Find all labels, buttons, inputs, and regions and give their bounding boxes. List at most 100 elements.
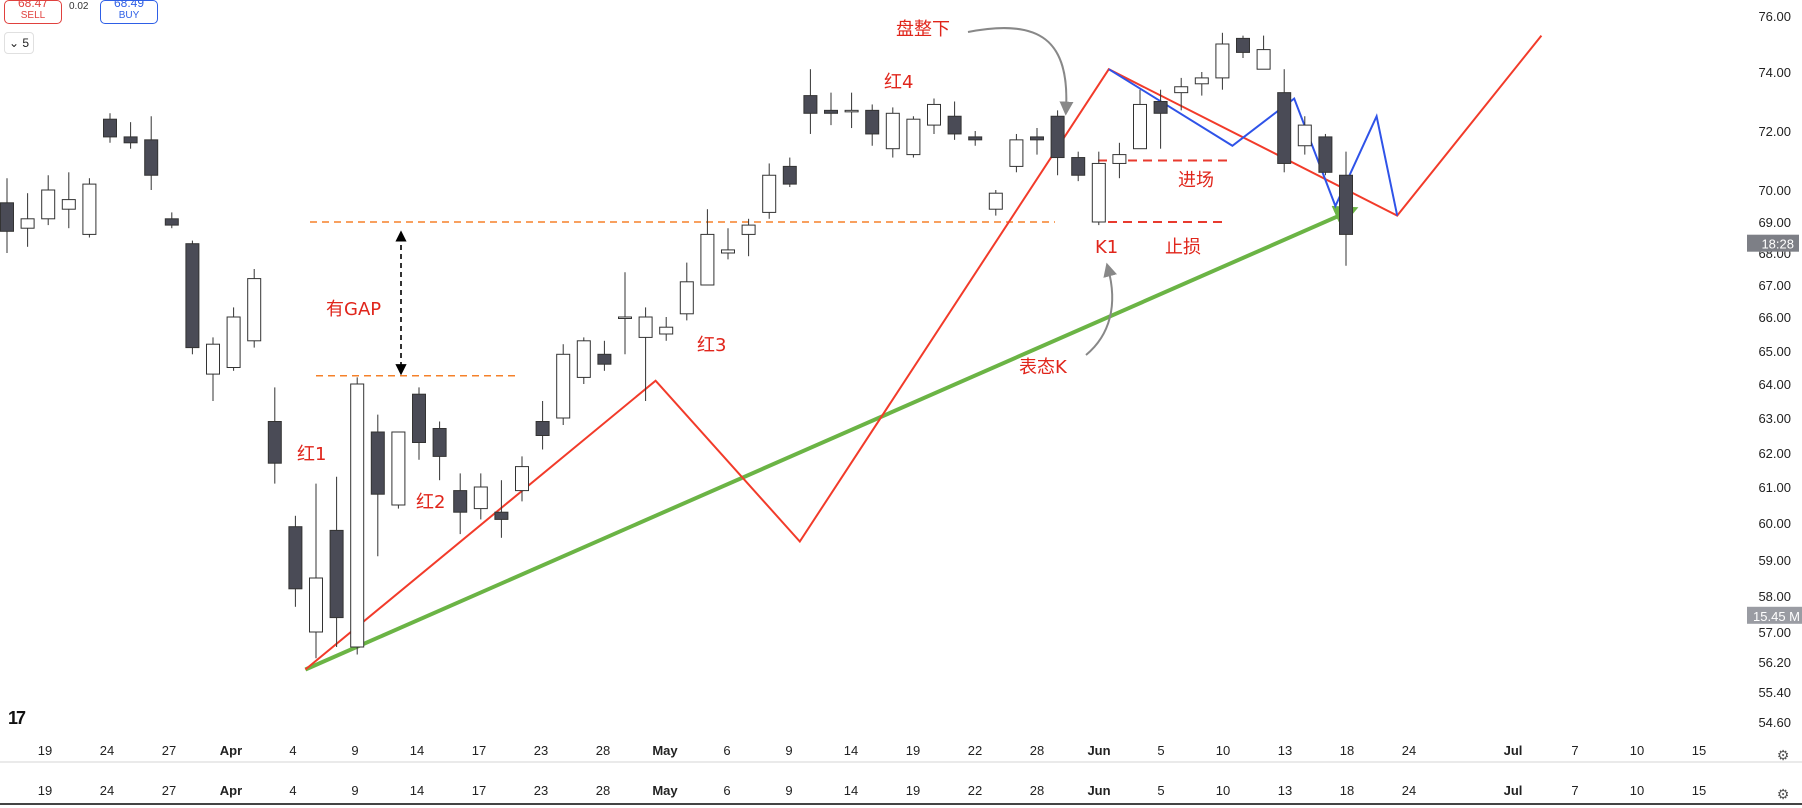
date-tick-label: Jun <box>1087 783 1110 798</box>
candle-body <box>226 316 241 368</box>
price-tick-label: 55.40 <box>1758 685 1791 700</box>
candle <box>1339 151 1353 266</box>
candle-body <box>741 224 756 235</box>
candle-body <box>803 95 818 114</box>
price-tick-label: 57.00 <box>1758 625 1791 640</box>
candle-body <box>103 118 117 138</box>
date-tick-label: 7 <box>1571 783 1578 798</box>
candle-body <box>1236 37 1250 53</box>
candle <box>1215 32 1230 90</box>
price-tick-label: 54.60 <box>1758 715 1791 730</box>
gray-curve-arrow-top <box>967 27 1074 116</box>
date-tick-label: Jul <box>1504 783 1523 798</box>
gear-icon[interactable]: ⚙ <box>1776 787 1790 803</box>
candle-body <box>1091 162 1106 223</box>
candle-body <box>1194 77 1209 85</box>
candle <box>226 307 241 371</box>
candle-body <box>947 115 962 135</box>
price-tick-label: 58.00 <box>1758 589 1791 604</box>
candle <box>1009 133 1024 173</box>
candle <box>1174 77 1189 111</box>
date-tick-label: 28 <box>1030 743 1044 758</box>
date-tick-label: 13 <box>1278 783 1292 798</box>
date-tick-label: 24 <box>1402 783 1416 798</box>
candle-body <box>20 218 35 229</box>
candle <box>103 113 117 143</box>
sell-button[interactable]: 68.47 SELL <box>4 0 62 24</box>
date-tick-label: 9 <box>351 743 358 758</box>
price-tick-label: 60.00 <box>1758 516 1791 531</box>
candle-body <box>123 136 138 144</box>
date-tick-label: 24 <box>100 783 114 798</box>
candle-body <box>267 421 282 464</box>
candle <box>41 175 56 226</box>
date-tick-label: 9 <box>785 743 792 758</box>
price-tick-label: 61.00 <box>1758 480 1791 495</box>
date-tick-label: 28 <box>1030 783 1044 798</box>
candle-body <box>927 103 941 126</box>
candle-body <box>1215 43 1230 79</box>
candle <box>597 340 612 371</box>
candle <box>82 178 97 238</box>
candle <box>494 480 509 538</box>
candle <box>1112 142 1127 179</box>
volume-tag-label: 15.45 M <box>1753 609 1800 624</box>
date-tick-label: 6 <box>723 783 730 798</box>
date-tick-label: 9 <box>351 783 358 798</box>
annotation-label: 红1 <box>297 444 326 465</box>
date-tick-label: 10 <box>1630 783 1644 798</box>
candle-body <box>247 278 262 342</box>
candle-body <box>1318 136 1333 173</box>
candle <box>1030 128 1044 155</box>
candle <box>885 107 900 158</box>
date-tick-label: May <box>652 783 678 798</box>
date-tick-label: 24 <box>100 743 114 758</box>
price-tick-label: 74.00 <box>1758 65 1791 80</box>
date-tick-label: 27 <box>162 743 176 758</box>
buy-button[interactable]: 68.49 BUY <box>100 0 158 24</box>
gray-curve-arrow-bottom <box>1085 262 1117 356</box>
candle <box>473 473 488 520</box>
candle-body <box>1071 157 1086 176</box>
date-tick-label: Jun <box>1087 743 1110 758</box>
date-tick-label: 6 <box>723 743 730 758</box>
candle <box>329 476 344 647</box>
candle-body <box>700 233 715 286</box>
candle <box>350 377 365 655</box>
candle-body <box>391 431 406 506</box>
candle <box>721 228 735 260</box>
candle <box>144 116 159 190</box>
candle-body <box>1153 101 1168 114</box>
candle-body <box>1297 124 1312 147</box>
current-time-tag-label: 18:28 <box>1761 237 1794 252</box>
interval-selector[interactable]: ⌄ 5 <box>4 32 35 54</box>
date-tick-label: 18 <box>1340 743 1354 758</box>
candle-body <box>515 466 529 492</box>
candle-body <box>988 192 1003 210</box>
candle <box>1194 72 1209 96</box>
candle-body <box>762 174 777 213</box>
date-tick-label: 28 <box>596 743 610 758</box>
candle-body <box>1009 139 1024 167</box>
annotation-label: K1 <box>1095 237 1118 258</box>
candle <box>164 212 179 229</box>
price-tick-label: 72.00 <box>1758 124 1791 139</box>
candle <box>1277 69 1292 173</box>
candle-body <box>824 109 838 114</box>
gear-icon[interactable]: ⚙ <box>1776 748 1790 764</box>
candle <box>576 337 591 384</box>
candle <box>412 387 426 460</box>
candle <box>370 414 385 557</box>
candle-body <box>0 202 14 232</box>
candle-body <box>618 316 632 319</box>
candle <box>638 307 653 401</box>
date-tick-label: 22 <box>968 743 982 758</box>
candle <box>20 193 35 247</box>
candle-body <box>1112 154 1127 164</box>
date-tick-label: 10 <box>1216 783 1230 798</box>
candle-body <box>535 421 550 436</box>
price-axis: 54.60 55.40 56.20 57.00 58.00 59.00 60.00 61.00… <box>1747 9 1802 730</box>
price-tick-label: 59.00 <box>1758 553 1791 568</box>
green-trend-arrow <box>304 205 1359 672</box>
